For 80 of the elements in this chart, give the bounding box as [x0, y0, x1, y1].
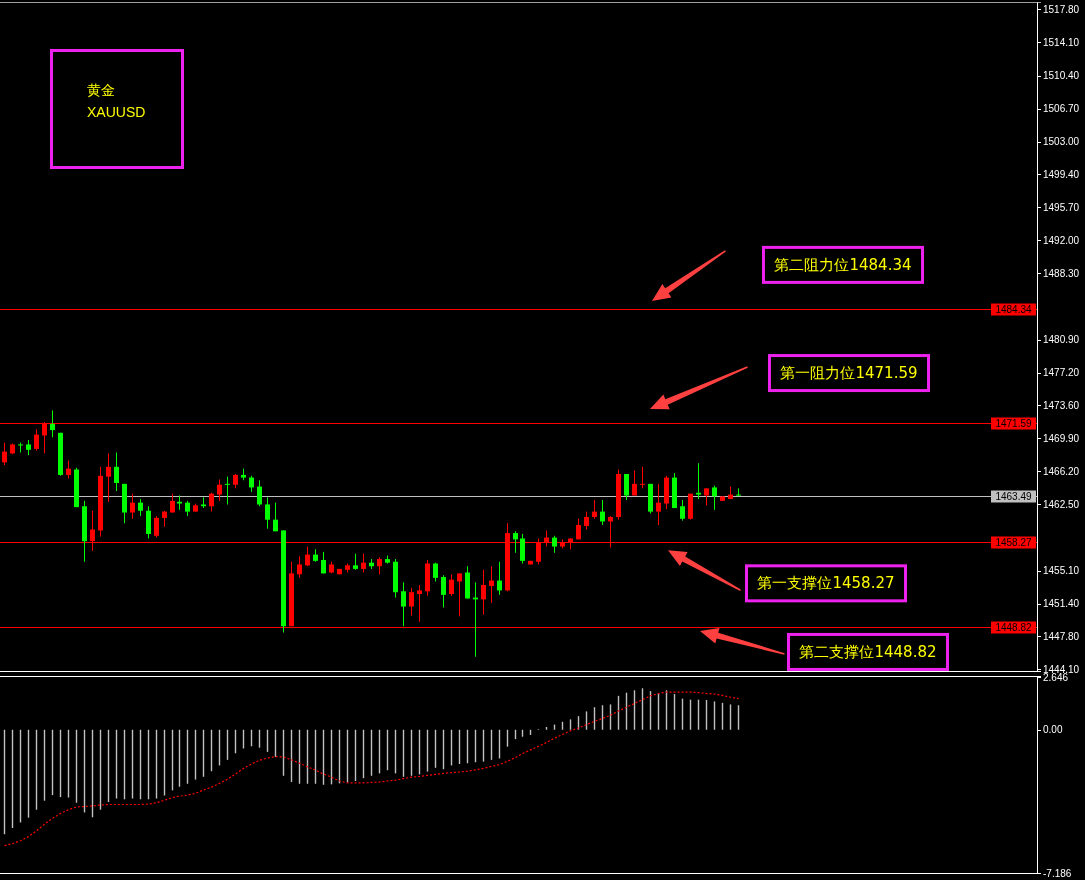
tick-label: 1480.90: [1043, 334, 1080, 346]
candlestick: [600, 499, 605, 526]
candlestick: [712, 485, 717, 511]
annotation: 第一阻力位1471.59: [780, 364, 918, 383]
candlestick: [457, 572, 462, 617]
candlestick: [209, 492, 214, 513]
candlestick: [114, 452, 119, 492]
tick-label: 1517.80: [1043, 3, 1080, 15]
tick-label: 1506.70: [1043, 103, 1080, 115]
candlestick: [680, 499, 685, 522]
candlestick: [409, 587, 414, 616]
tick-label: 1451.40: [1043, 598, 1080, 610]
candlestick: [536, 537, 541, 565]
candlestick: [18, 442, 23, 454]
title: 黄金: [87, 82, 115, 98]
tick-label: 1469.90: [1043, 432, 1080, 444]
tick-label: 1492.00: [1043, 234, 1080, 246]
tick-label: -7.186: [1043, 867, 1072, 879]
annotation: 第二阻力位1484.34: [652, 245, 924, 301]
candlestick: [401, 581, 406, 627]
candlestick: [417, 584, 422, 623]
annotation: 第一支撑位1458.27: [668, 550, 907, 603]
candlestick: [265, 496, 270, 530]
candlestick: [361, 553, 366, 573]
tick-label: 1499.40: [1043, 168, 1080, 180]
candlestick: [297, 555, 302, 579]
candlestick: [170, 493, 175, 514]
tick-label: 1473.60: [1043, 399, 1080, 411]
candlestick: [177, 494, 182, 511]
candlestick: [489, 565, 494, 604]
tick-label: 1462.50: [1043, 498, 1080, 510]
annotation: 第二阻力位1484.34: [774, 255, 912, 274]
candlestick: [513, 530, 518, 554]
tick-label: 1503.00: [1043, 136, 1080, 148]
candlestick: [632, 469, 637, 496]
candlestick: [34, 428, 39, 452]
ref-line-label: 1458.27: [995, 537, 1033, 548]
candlestick: [624, 473, 629, 501]
candlestick: [2, 442, 7, 466]
candlestick: [130, 493, 135, 520]
candlestick: [257, 479, 262, 507]
candlestick: [696, 462, 701, 500]
annotation: 第二支撑位1448.82: [700, 628, 949, 671]
candlestick: [154, 515, 159, 539]
candlestick: [497, 561, 502, 596]
candlestick: [146, 505, 151, 539]
candlestick: [441, 574, 446, 608]
tick-label: 1514.10: [1043, 36, 1080, 48]
tick-label: 1488.30: [1043, 267, 1080, 279]
candlestick: [273, 502, 278, 532]
candlestick: [449, 573, 454, 597]
annotation: 第一支撑位1458.27: [757, 574, 895, 593]
candlestick: [608, 515, 613, 548]
annotation: 第一阻力位1471.59: [650, 354, 930, 410]
candlestick: [217, 478, 222, 502]
candlestick: [42, 421, 47, 454]
tick-label: 1455.10: [1043, 565, 1080, 577]
tick-label: 1477.20: [1043, 367, 1080, 379]
tick-label: 0.00: [1043, 724, 1063, 736]
candlestick: [656, 483, 661, 526]
candlestick: [433, 562, 438, 582]
tick-label: 1510.40: [1043, 70, 1080, 82]
tick-label: 1466.20: [1043, 465, 1080, 477]
candlestick: [305, 546, 310, 567]
candlestick: [592, 499, 597, 520]
tick-label: 1447.80: [1043, 630, 1080, 642]
candlestick: [520, 533, 525, 565]
candlestick: [90, 510, 95, 552]
subtitle: XAUUSD: [87, 104, 146, 120]
candlestick: [481, 569, 486, 616]
candlestick: [50, 409, 55, 438]
candlestick: [106, 452, 111, 503]
ref-line-label: 1471.59: [995, 418, 1033, 429]
tick-label: 1495.70: [1043, 201, 1080, 213]
annotation: 第二支撑位1448.82: [799, 642, 937, 661]
ref-line-label: 1484.34: [995, 304, 1033, 315]
ref-line-label: 1448.82: [995, 622, 1033, 633]
ref-line-label: 1463.49: [995, 491, 1033, 502]
candlestick: [640, 466, 645, 489]
candlestick: [225, 476, 230, 505]
